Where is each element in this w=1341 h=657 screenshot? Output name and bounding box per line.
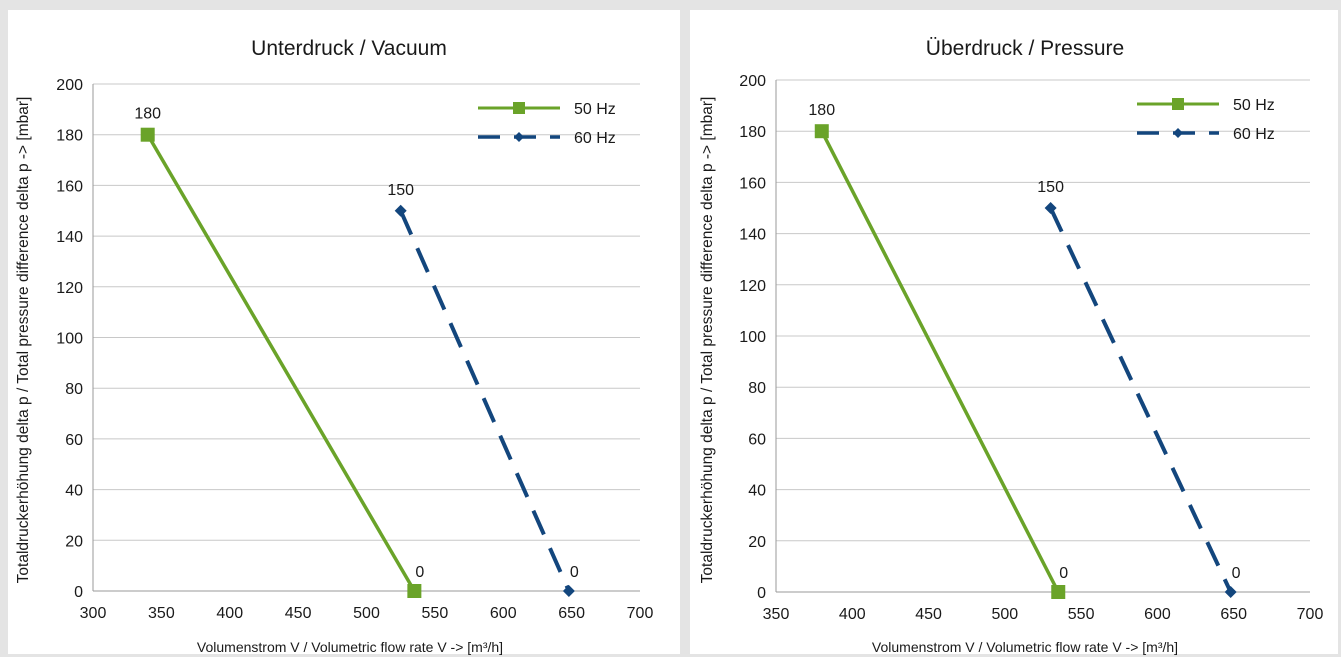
legend-label: 50 Hz [574, 101, 616, 118]
chart-vacuum: Unterdruck / Vacuum 180 0 150 0 0 20 40 60 80 10… [8, 10, 680, 655]
x-tick-label: 300 [80, 605, 107, 622]
data-label: 0 [570, 564, 579, 581]
legend-marker [1173, 128, 1183, 138]
series-line-60hz [398, 209, 571, 592]
legend-marker [513, 102, 525, 114]
legend-marker [514, 132, 524, 142]
y-tick-label: 40 [748, 483, 766, 500]
y-tick-label: 20 [65, 533, 83, 550]
data-point-marker [1044, 202, 1057, 214]
chart-pressure: Überdruck / Pressure 180 0 150 0 0 20 40 60 80 1… [690, 10, 1338, 655]
x-tick-label: 650 [1220, 606, 1247, 623]
y-tick-label: 200 [739, 73, 766, 90]
data-label: 150 [387, 182, 414, 199]
y-tick-label: 160 [739, 175, 766, 192]
x-tick-label: 600 [490, 605, 517, 622]
data-point-marker [140, 127, 155, 142]
data-point-marker [1051, 585, 1066, 599]
y-tick-label: 0 [74, 584, 83, 601]
y-tick-label: 80 [748, 380, 766, 397]
data-label: 180 [134, 106, 161, 123]
x-tick-label: 450 [915, 606, 942, 623]
x-tick-label: 550 [422, 605, 449, 622]
x-tick-label: 650 [558, 605, 585, 622]
legend-label: 50 Hz [1233, 97, 1275, 114]
data-point-marker [814, 124, 829, 139]
chart-panel-background [690, 10, 1338, 654]
data-point-marker [407, 584, 422, 598]
y-tick-label: 140 [56, 229, 83, 246]
x-tick-label: 550 [1068, 606, 1095, 623]
data-label: 0 [415, 564, 424, 581]
y-axis-label: Totaldruckerhöhung delta p / Total press… [15, 97, 32, 584]
x-tick-label: 500 [353, 605, 380, 622]
x-tick-label: 700 [627, 605, 654, 622]
y-axis-label: Totaldruckerhöhung delta p / Total press… [699, 97, 716, 584]
y-tick-label: 160 [56, 178, 83, 195]
y-tick-label: 200 [56, 77, 83, 94]
y-tick-label: 180 [56, 128, 83, 145]
series-line-50hz [146, 133, 416, 592]
y-tick-label: 100 [56, 331, 83, 348]
chart-title: Unterdruck / Vacuum [251, 37, 447, 60]
x-tick-label: 400 [839, 606, 866, 623]
x-tick-label: 700 [1297, 606, 1324, 623]
x-tick-label: 450 [285, 605, 312, 622]
data-label: 180 [808, 102, 835, 119]
y-tick-label: 120 [739, 278, 766, 295]
series-line-60hz [1048, 207, 1233, 593]
x-tick-label: 350 [148, 605, 175, 622]
legend-marker [1172, 98, 1184, 110]
data-point-marker [1224, 586, 1237, 598]
data-point-marker [562, 585, 575, 597]
y-tick-label: 140 [739, 227, 766, 244]
legend-label: 60 Hz [1233, 126, 1275, 143]
x-tick-label: 600 [1144, 606, 1171, 623]
series-line-50hz [820, 130, 1060, 593]
y-tick-label: 60 [65, 432, 83, 449]
y-tick-label: 20 [748, 534, 766, 551]
chart-panel-background [8, 10, 680, 654]
data-label: 0 [1232, 565, 1241, 582]
x-tick-label: 350 [763, 606, 790, 623]
y-tick-label: 80 [65, 381, 83, 398]
y-tick-label: 120 [56, 280, 83, 297]
data-label: 150 [1037, 179, 1064, 196]
data-label: 0 [1059, 565, 1068, 582]
data-point-marker [394, 204, 407, 217]
y-tick-label: 100 [739, 329, 766, 346]
y-tick-label: 0 [757, 585, 766, 602]
y-tick-label: 40 [65, 483, 83, 500]
x-axis-label: Volumenstrom V / Volumetric flow rate V … [197, 639, 503, 655]
x-tick-label: 400 [216, 605, 243, 622]
x-tick-label: 500 [992, 606, 1019, 623]
chart-title: Überdruck / Pressure [926, 37, 1124, 60]
y-tick-label: 60 [748, 431, 766, 448]
x-axis-label: Volumenstrom V / Volumetric flow rate V … [872, 639, 1178, 655]
legend-label: 60 Hz [574, 130, 616, 147]
y-tick-label: 180 [739, 124, 766, 141]
